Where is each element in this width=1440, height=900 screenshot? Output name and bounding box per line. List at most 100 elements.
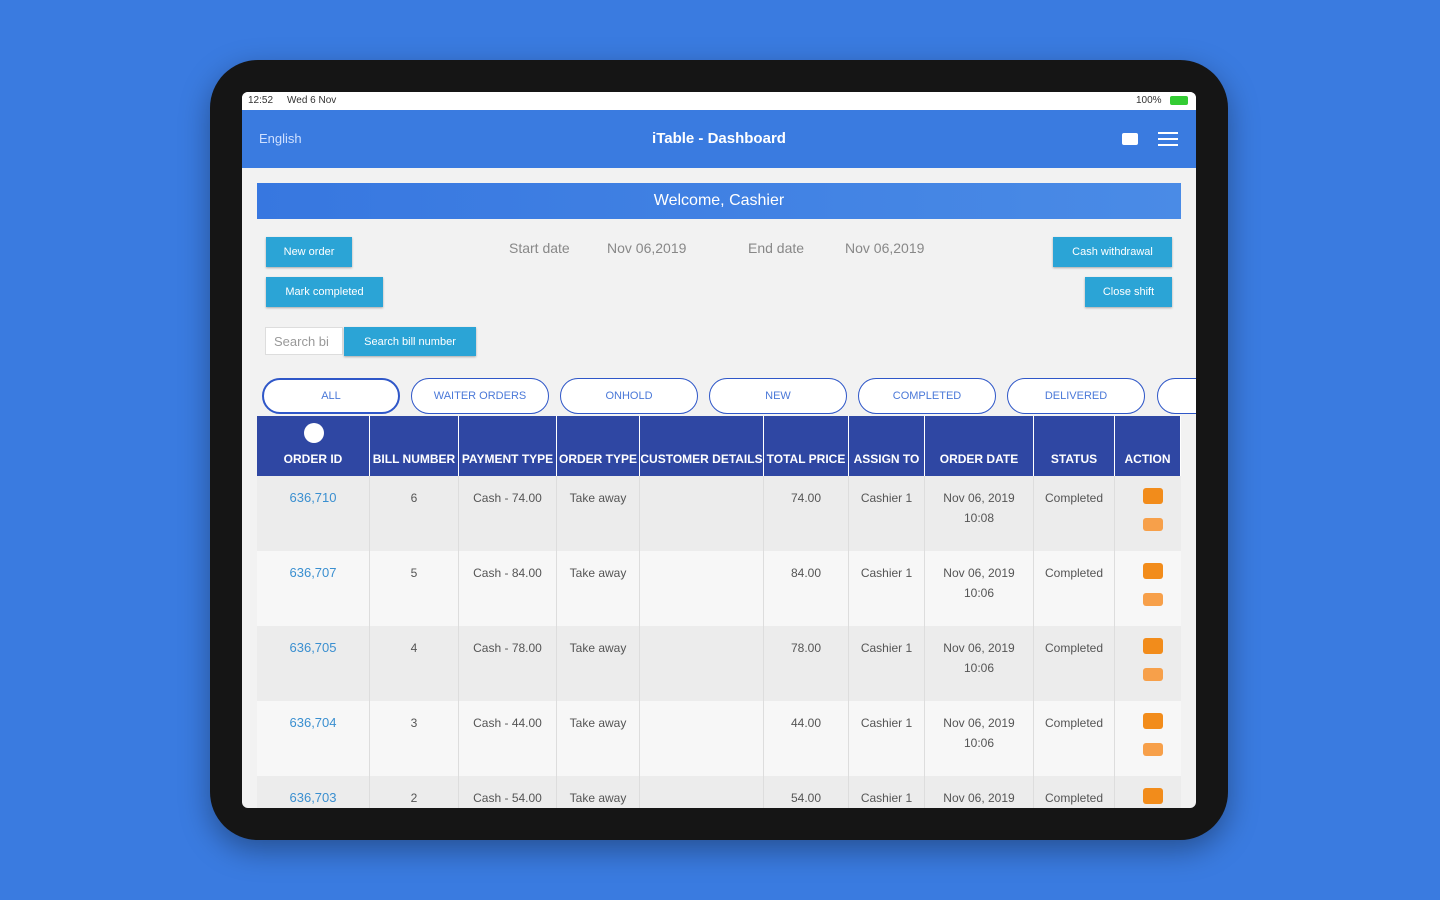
language-select[interactable]: English bbox=[259, 131, 302, 146]
view-icon[interactable] bbox=[1143, 593, 1163, 606]
date: Nov 06, 2019 bbox=[943, 491, 1015, 505]
table-cell: 5 bbox=[370, 551, 459, 626]
column-header: ACTION bbox=[1115, 416, 1181, 476]
table-cell: Cashier 1 bbox=[849, 626, 925, 701]
status: Completed bbox=[1044, 491, 1104, 505]
bill-number: 5 bbox=[410, 566, 418, 580]
order-type: Take away bbox=[569, 791, 627, 805]
table-cell: 636,704 bbox=[257, 701, 370, 776]
total: 54.00 bbox=[790, 791, 822, 805]
battery: 100% bbox=[1136, 95, 1162, 106]
table-cell: 636,707 bbox=[257, 551, 370, 626]
order-id[interactable]: 636,705 bbox=[289, 640, 337, 655]
table-cell: 6 bbox=[370, 476, 459, 551]
table-cell: Completed bbox=[1034, 626, 1115, 701]
close-shift-button[interactable]: Close shift bbox=[1085, 277, 1172, 307]
print-icon[interactable] bbox=[1143, 788, 1163, 804]
mark-completed-button[interactable]: Mark completed bbox=[266, 277, 383, 307]
print-icon[interactable] bbox=[1143, 638, 1163, 654]
start-date-value[interactable]: Nov 06,2019 bbox=[607, 240, 687, 256]
print-icon[interactable] bbox=[1143, 563, 1163, 579]
assign: Cashier 1 bbox=[860, 716, 913, 730]
folder-icon[interactable] bbox=[1122, 133, 1138, 145]
table-cell: Nov 06, 2019 bbox=[925, 776, 1034, 808]
total: 78.00 bbox=[790, 641, 822, 655]
filter-tab[interactable]: DELIVERED bbox=[1007, 378, 1145, 414]
total: 74.00 bbox=[790, 491, 822, 505]
cash-withdrawal-button[interactable]: Cash withdrawal bbox=[1053, 237, 1172, 267]
table-cell: 2 bbox=[370, 776, 459, 808]
column-header: ORDER TYPE bbox=[557, 416, 640, 476]
screen: 12:52 Wed 6 Nov 100% English iTable - Da… bbox=[242, 92, 1196, 808]
time: 10:06 bbox=[963, 736, 995, 750]
filter-tab[interactable]: COMPLETED bbox=[858, 378, 996, 414]
table-cell: Completed bbox=[1034, 476, 1115, 551]
view-icon[interactable] bbox=[1143, 743, 1163, 756]
filter-tab[interactable]: WAITER ORDERS bbox=[411, 378, 549, 414]
order-id[interactable]: 636,707 bbox=[289, 565, 337, 580]
print-icon[interactable] bbox=[1143, 713, 1163, 729]
view-icon[interactable] bbox=[1143, 518, 1163, 531]
table-cell bbox=[640, 476, 764, 551]
table-cell bbox=[640, 701, 764, 776]
date: Nov 06, 2019 bbox=[943, 716, 1015, 730]
search-input[interactable]: Search bi bbox=[265, 327, 343, 355]
table-row bbox=[257, 626, 1181, 702]
table-cell: Take away bbox=[557, 701, 640, 776]
status: Completed bbox=[1044, 566, 1104, 580]
table-cell: 636,703 bbox=[257, 776, 370, 808]
time: 10:08 bbox=[963, 511, 995, 525]
table-cell: Completed bbox=[1034, 776, 1115, 808]
payment: Cash - 44.00 bbox=[473, 716, 542, 730]
status: Completed bbox=[1044, 641, 1104, 655]
date: Nov 06, 2019 bbox=[943, 641, 1015, 655]
filter-tab[interactable]: ONHOLD bbox=[560, 378, 698, 414]
app-header: English iTable - Dashboard bbox=[242, 110, 1196, 168]
status: Completed bbox=[1044, 716, 1104, 730]
table-cell: 84.00 bbox=[764, 551, 849, 626]
order-id[interactable]: 636,710 bbox=[289, 490, 337, 505]
bill-number: 2 bbox=[410, 791, 418, 805]
select-all-toggle[interactable] bbox=[303, 423, 324, 443]
tab-overflow[interactable] bbox=[1157, 378, 1196, 414]
order-id[interactable]: 636,704 bbox=[289, 715, 337, 730]
column-header: PAYMENT TYPE bbox=[459, 416, 557, 476]
time: 10:06 bbox=[963, 586, 995, 600]
date: Wed 6 Nov bbox=[287, 95, 337, 106]
table-cell: Take away bbox=[557, 776, 640, 808]
column-header: STATUS bbox=[1034, 416, 1115, 476]
column-header: TOTAL PRICE bbox=[764, 416, 849, 476]
table-cell: Cashier 1 bbox=[849, 476, 925, 551]
table-row bbox=[257, 776, 1181, 808]
end-date-value[interactable]: Nov 06,2019 bbox=[845, 240, 925, 256]
table-cell: Cash - 78.00 bbox=[459, 626, 557, 701]
time: 10:06 bbox=[963, 661, 995, 675]
order-type: Take away bbox=[569, 716, 627, 730]
filter-tab[interactable]: NEW bbox=[709, 378, 847, 414]
print-icon[interactable] bbox=[1143, 488, 1163, 504]
table-cell: Nov 06, 2019 10:06 bbox=[925, 626, 1034, 701]
new-order-button[interactable]: New order bbox=[266, 237, 352, 267]
order-id[interactable]: 636,703 bbox=[289, 790, 337, 805]
table-cell: Nov 06, 2019 10:06 bbox=[925, 551, 1034, 626]
table-cell: 636,705 bbox=[257, 626, 370, 701]
table-cell: Cash - 44.00 bbox=[459, 701, 557, 776]
table-cell: Nov 06, 2019 10:06 bbox=[925, 701, 1034, 776]
table-cell: Take away bbox=[557, 626, 640, 701]
date: Nov 06, 2019 bbox=[943, 791, 1015, 805]
search-bill-button[interactable]: Search bill number bbox=[344, 327, 476, 356]
assign: Cashier 1 bbox=[860, 491, 913, 505]
assign: Cashier 1 bbox=[860, 791, 913, 805]
table-cell: 4 bbox=[370, 626, 459, 701]
filter-tab[interactable]: ALL bbox=[262, 378, 400, 414]
payment: Cash - 84.00 bbox=[473, 566, 542, 580]
table-cell: Cash - 84.00 bbox=[459, 551, 557, 626]
payment: Cash - 78.00 bbox=[473, 641, 542, 655]
table-cell bbox=[640, 551, 764, 626]
app-title: iTable - Dashboard bbox=[652, 130, 786, 147]
view-icon[interactable] bbox=[1143, 668, 1163, 681]
total: 84.00 bbox=[790, 566, 822, 580]
menu-icon[interactable] bbox=[1158, 132, 1178, 146]
bill-number: 4 bbox=[410, 641, 418, 655]
column-header: BILL NUMBER bbox=[370, 416, 459, 476]
